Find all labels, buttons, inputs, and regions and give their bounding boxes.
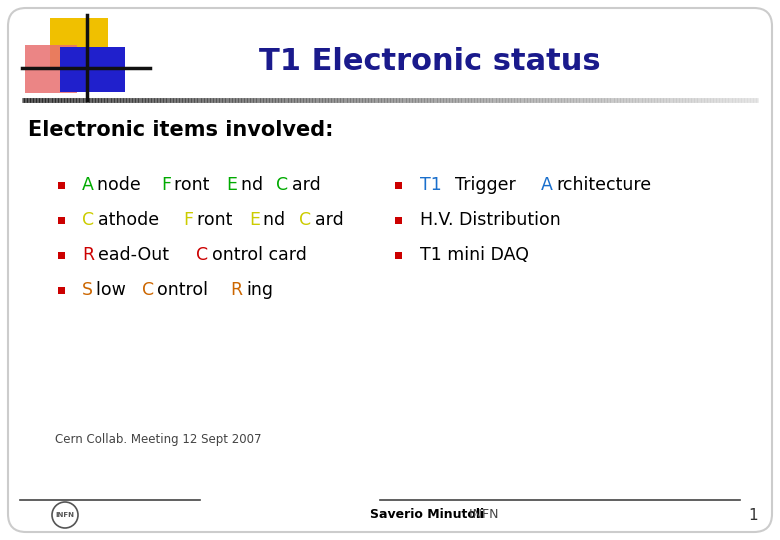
Text: low: low [96,281,132,299]
Text: F: F [161,176,171,194]
Bar [395,252,402,259]
Text: C: C [299,211,311,229]
Text: H.V. Distribution: H.V. Distribution [420,211,561,229]
FancyBboxPatch shape [8,8,772,532]
Text: A: A [541,176,552,194]
Text: INFN: INFN [55,512,75,518]
Text: ead-Out: ead-Out [98,246,174,264]
Bar [58,217,65,224]
Text: ard: ard [315,211,343,229]
Text: T1 Electronic status: T1 Electronic status [259,48,601,77]
Text: R: R [82,246,94,264]
Bar [60,47,125,92]
Text: ront: ront [174,176,214,194]
Text: Trigger: Trigger [456,176,521,194]
Text: ontrol card: ontrol card [212,246,307,264]
Bar [25,45,77,93]
Text: S: S [82,281,93,299]
Text: ard: ard [292,176,321,194]
Text: A: A [82,176,94,194]
Text: rchitecture: rchitecture [556,176,651,194]
Text: node: node [98,176,147,194]
Text: C: C [197,246,208,264]
Text: T1: T1 [420,176,447,194]
Text: ing: ing [246,281,273,299]
Bar [58,181,65,188]
Text: nd: nd [241,176,268,194]
Bar [58,287,65,294]
Text: C: C [82,211,94,229]
Text: INFN: INFN [465,509,498,522]
Text: Saverio Minutoli: Saverio Minutoli [370,509,484,522]
Bar [395,217,402,224]
Text: athode: athode [98,211,165,229]
Bar [50,18,108,70]
Text: R: R [230,281,243,299]
Text: E: E [250,211,261,229]
Text: F: F [183,211,193,229]
Text: nd: nd [264,211,291,229]
Text: E: E [226,176,238,194]
Text: C: C [142,281,154,299]
Bar [58,252,65,259]
Text: T1 mini DAQ: T1 mini DAQ [420,246,529,264]
Text: ront: ront [197,211,237,229]
Bar [395,181,402,188]
Text: C: C [276,176,289,194]
Text: 1: 1 [748,508,757,523]
Text: Cern Collab. Meeting 12 Sept 2007: Cern Collab. Meeting 12 Sept 2007 [55,434,261,447]
Text: ontrol: ontrol [158,281,214,299]
Text: Electronic items involved:: Electronic items involved: [28,120,334,140]
